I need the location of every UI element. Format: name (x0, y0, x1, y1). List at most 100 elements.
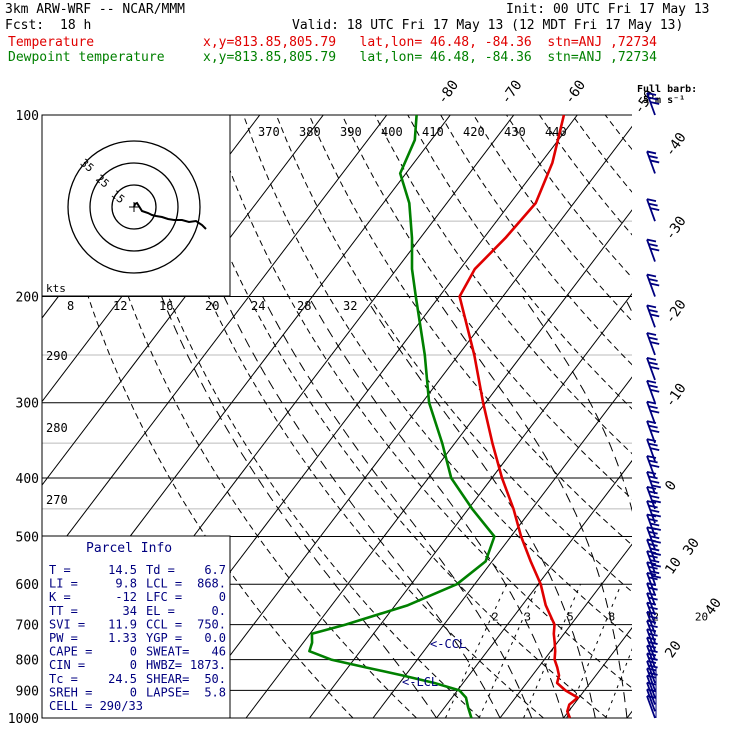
wind-barb-feather (651, 539, 661, 544)
mixing-ratio-label: 20 (695, 611, 708, 624)
wind-barb-feather (648, 202, 658, 207)
wind-barb-feather (648, 96, 658, 101)
wind-barb (646, 273, 660, 297)
wind-barb-feather (648, 384, 658, 389)
moist-adiabat (364, 296, 596, 718)
wind-barb-feather (648, 336, 658, 341)
wind-barb-feather (646, 150, 657, 155)
parcel-key: LCL = (146, 577, 182, 591)
wind-barb (646, 667, 658, 691)
wind-barb-feather (650, 409, 660, 414)
parcel-value: 0.0 (204, 631, 226, 645)
forecast-label: Fcst: (5, 18, 45, 33)
dry-adiabat (506, 115, 632, 718)
wind-barb-feather (648, 361, 658, 366)
wind-barb-feather (650, 341, 660, 345)
hodograph-trace (133, 201, 207, 230)
dry-adiabat (341, 115, 632, 718)
isotherm-line (436, 115, 632, 718)
temperature-profile (458, 114, 580, 719)
isotherm-label: 20 (662, 638, 685, 661)
moist-adiabat (308, 296, 564, 718)
pressure-tick-label: 500 (16, 530, 39, 545)
parcel-key: Td = (146, 563, 175, 577)
parcel-key: Tc = (49, 672, 78, 686)
wind-barb-feather (646, 486, 657, 490)
speed-scale-label: 16 (159, 299, 173, 313)
pressure-tick-label: 200 (16, 291, 39, 306)
pressure-tick-label: 100 (16, 109, 39, 124)
wind-barb-feather (650, 447, 660, 452)
wind-barb-feather (651, 527, 661, 531)
wind-barb-staff (646, 620, 656, 643)
isotherm-line (499, 115, 632, 718)
wind-barb-feather (648, 672, 658, 676)
wind-barb-feather (651, 574, 661, 579)
isotherm-label: -60 (561, 77, 589, 107)
parcel-key: LI = (49, 577, 78, 591)
dry-adiabat (704, 115, 740, 718)
parcel-key: CAPE = (49, 645, 92, 659)
wind-barb-feather (648, 490, 658, 495)
wind-barb-staff (646, 660, 656, 684)
dry-adiabat (440, 115, 632, 718)
wind-barb-feather (646, 667, 657, 672)
speed-scale-label: 20 (205, 299, 219, 313)
parcel-value: 1873. (190, 658, 226, 672)
moist-adiabat (223, 296, 501, 718)
wind-barb-staff (646, 668, 656, 691)
wind-barb-feather (650, 522, 660, 527)
wind-barb (646, 652, 658, 676)
wind-barb-feather (648, 657, 658, 661)
wind-barb-feather (650, 366, 660, 370)
parcel-info-title: Parcel Info (86, 541, 172, 556)
isotherm-line (691, 115, 740, 718)
moist-adiabat (522, 296, 632, 718)
isotherm-label: -40 (662, 130, 690, 160)
pressure-tick-label: 400 (16, 472, 39, 487)
wind-barb-feather (646, 660, 657, 664)
mixing-ratio-line (566, 584, 622, 718)
pressure-tick-label: 600 (16, 578, 39, 593)
pressure-tick-label: 900 (16, 684, 39, 699)
parcel-value: -12 (115, 590, 137, 604)
parcel-value: 750. (197, 617, 226, 631)
wind-barb-staff (646, 628, 656, 652)
theta-label: 380 (299, 125, 321, 139)
wind-scale-title: Full barb: (637, 84, 697, 95)
direction-label: 280 (46, 421, 68, 435)
wind-barb-staff (646, 611, 656, 635)
speed-scale-label: 8 (67, 299, 74, 313)
wind-barb-feather (650, 495, 660, 499)
mixing-ratio-label: 5 (567, 611, 574, 624)
dry-adiabat (538, 115, 632, 718)
wind-barb-staff (646, 675, 656, 698)
theta-label: 400 (381, 125, 403, 139)
parcel-value: 24.5 (108, 672, 137, 686)
parcel-value: 11.9 (108, 617, 137, 631)
wind-barb-staff (646, 198, 656, 222)
wind-barb-feather (648, 504, 658, 509)
wind-barb-feather (651, 563, 661, 568)
speed-scale-label: 24 (251, 299, 265, 313)
wind-barb-feather (650, 464, 660, 468)
wind-barb-staff (646, 653, 656, 676)
theta-label: 370 (258, 125, 280, 139)
wind-barb-staff (646, 357, 656, 381)
temperature-location: x,y=813.85,805.79 lat,lon= 46.48, -84.36… (203, 35, 657, 50)
wind-barb-feather (648, 475, 658, 480)
wind-barb-feather (650, 282, 660, 287)
speed-scale-label: 32 (343, 299, 357, 313)
pressure-tick-label: 700 (16, 619, 39, 634)
parcel-value: 5.8 (204, 685, 226, 699)
parcel-key: K = (49, 590, 71, 604)
parcel-key: YGP = (146, 631, 182, 645)
parcel-key: CIN = (49, 658, 85, 672)
wind-barb-staff (646, 305, 656, 328)
wind-barb-feather (648, 278, 658, 282)
isotherm-label: -80 (434, 77, 462, 107)
temperature-legend: Temperature (8, 35, 95, 50)
isotherm-line (626, 115, 632, 718)
pressure-tick-label: 300 (16, 397, 39, 412)
pressure-tick-label: 1000 (8, 712, 39, 727)
